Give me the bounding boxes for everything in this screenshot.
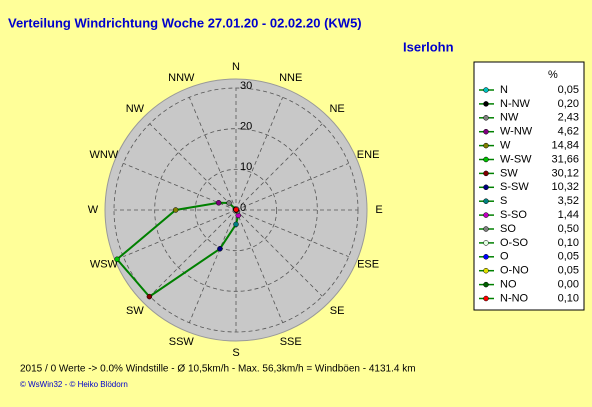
credit: © WsWin32 - © Heiko Blödorn	[20, 380, 128, 389]
legend-value: 31,66	[551, 153, 579, 165]
legend-value: 2,43	[558, 112, 579, 124]
spoke	[235, 97, 284, 211]
legend-value: 0,10	[558, 292, 579, 304]
footer: 2015 / 0 Werte -> 0.0% Windstille - Ø 10…	[20, 364, 416, 375]
data-point	[226, 200, 232, 206]
legend-value: 10,32	[551, 181, 579, 193]
legend-header: %	[548, 69, 558, 81]
legend-marker	[483, 87, 489, 93]
legend-value: 1,44	[558, 209, 579, 221]
spoke	[235, 209, 284, 323]
legend-label: N	[500, 84, 508, 96]
direction-label: SSE	[280, 336, 302, 348]
legend-value: 0,50	[558, 223, 579, 235]
legend-label: N-NW	[500, 98, 531, 110]
legend-label: W-SW	[500, 153, 532, 165]
legend-value: 30,12	[551, 167, 579, 179]
legend-label: N-NO	[500, 292, 529, 304]
spoke	[235, 209, 323, 297]
legend-value: 0,05	[558, 251, 579, 263]
spoke	[188, 209, 237, 323]
legend-marker	[483, 267, 489, 274]
direction-label: S	[232, 347, 239, 359]
legend-value: 4,62	[558, 126, 579, 138]
legend-value: 0,05	[558, 265, 579, 277]
legend-marker	[483, 295, 489, 302]
spoke	[235, 123, 323, 211]
direction-label: N	[232, 61, 240, 73]
legend-marker	[483, 128, 489, 135]
legend-marker	[483, 101, 489, 107]
data-point	[172, 207, 179, 213]
legend-value: 0,05	[558, 84, 579, 96]
direction-label: NW	[126, 103, 145, 115]
legend-marker	[483, 115, 489, 121]
legend-label: O-SO	[500, 237, 529, 249]
legend-marker	[483, 240, 489, 246]
spoke	[235, 162, 349, 211]
data-point	[146, 293, 153, 300]
legend-marker	[483, 198, 489, 204]
direction-label: NE	[329, 103, 344, 115]
legend-marker	[483, 184, 489, 191]
direction-label: E	[375, 204, 382, 216]
spoke	[188, 97, 237, 211]
spoke	[123, 209, 237, 258]
spoke	[235, 209, 349, 258]
direction-label: ENE	[357, 149, 380, 161]
legend-value: 14,84	[551, 140, 579, 152]
legend-marker	[483, 170, 489, 177]
legend-label: W-NW	[500, 126, 533, 138]
legend-marker	[483, 142, 489, 149]
spoke	[123, 162, 237, 211]
direction-label: ESE	[357, 259, 379, 271]
legend-value: 3,52	[558, 195, 579, 207]
direction-label: WSW	[90, 259, 119, 271]
legend-label: S-SW	[500, 181, 529, 193]
chart-title: Verteilung Windrichtung Woche 27.01.20 -…	[8, 15, 362, 30]
legend-label: SO	[500, 223, 516, 235]
spoke	[149, 123, 237, 211]
legend-label: S	[500, 195, 507, 207]
data-point	[217, 246, 223, 252]
legend-marker	[483, 212, 489, 218]
legend-value: 0,00	[558, 279, 579, 291]
data-point	[233, 206, 239, 213]
legend-value: 0,20	[558, 98, 579, 110]
grid-circle	[194, 168, 278, 252]
legend-label: W	[500, 140, 511, 152]
r-tick-label: 10	[240, 161, 252, 173]
legend-label: S-SO	[500, 209, 527, 221]
grid-circle	[154, 128, 318, 292]
spoke	[149, 209, 237, 297]
grid-circle	[113, 87, 359, 333]
direction-label: W	[88, 204, 99, 216]
r-tick-label: 0	[240, 202, 246, 214]
chart-subtitle: Iserlohn	[403, 39, 454, 54]
legend-label: SW	[500, 167, 518, 179]
data-point	[233, 221, 239, 228]
direction-label: SE	[330, 305, 345, 317]
legend-label: NO	[500, 279, 517, 291]
legend-value: 0,10	[558, 237, 579, 249]
direction-label: NNW	[168, 72, 195, 84]
r-tick-label: 30	[240, 80, 252, 92]
data-point	[215, 200, 222, 206]
legend-marker	[483, 156, 489, 163]
r-tick-label: 20	[240, 121, 252, 133]
legend-label: O-NO	[500, 265, 529, 277]
legend-label: O	[500, 251, 509, 263]
direction-label: WNW	[90, 149, 119, 161]
data-point	[114, 256, 120, 263]
legend-label: NW	[500, 112, 519, 124]
legend-marker	[483, 254, 489, 260]
direction-label: SSW	[169, 336, 195, 348]
legend-marker	[483, 226, 489, 232]
direction-label: NNE	[279, 72, 302, 84]
direction-label: SW	[126, 305, 144, 317]
legend-marker	[483, 281, 489, 288]
